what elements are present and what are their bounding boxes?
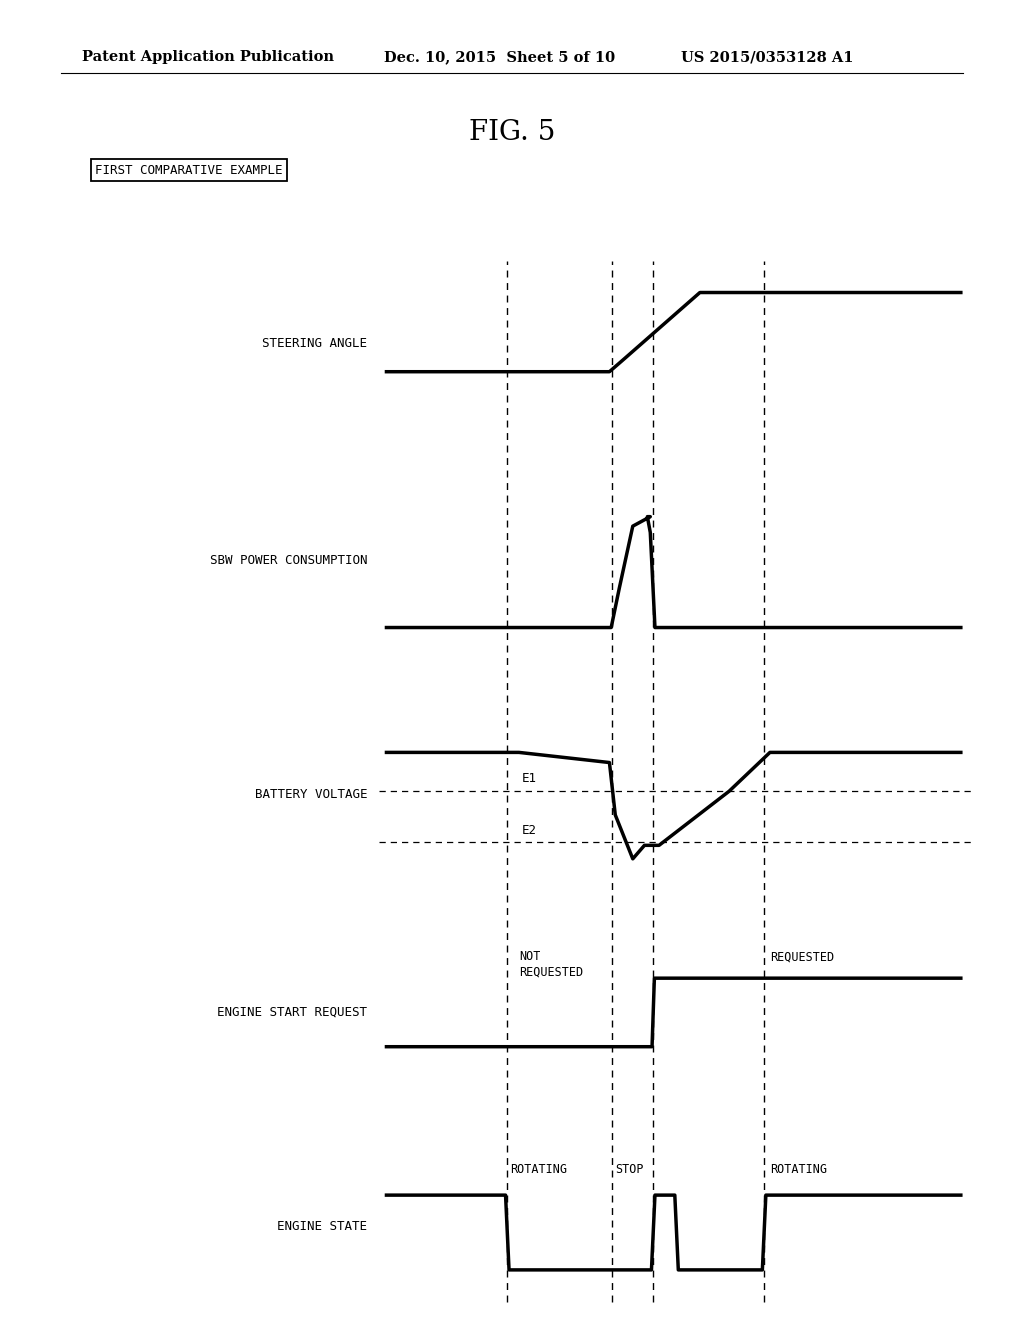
Text: ENGINE STATE: ENGINE STATE: [278, 1220, 368, 1233]
Text: ENGINE START REQUEST: ENGINE START REQUEST: [217, 1006, 368, 1019]
Text: E2: E2: [522, 824, 537, 837]
Text: FIRST COMPARATIVE EXAMPLE: FIRST COMPARATIVE EXAMPLE: [95, 164, 283, 177]
Text: STEERING ANGLE: STEERING ANGLE: [262, 337, 368, 350]
Text: SBW POWER CONSUMPTION: SBW POWER CONSUMPTION: [210, 554, 368, 568]
Text: REQUESTED: REQUESTED: [770, 950, 835, 964]
Text: Patent Application Publication: Patent Application Publication: [82, 50, 334, 65]
Text: STOP: STOP: [615, 1163, 644, 1176]
Text: ROTATING: ROTATING: [770, 1163, 827, 1176]
Text: Dec. 10, 2015  Sheet 5 of 10: Dec. 10, 2015 Sheet 5 of 10: [384, 50, 615, 65]
Text: BATTERY VOLTAGE: BATTERY VOLTAGE: [255, 788, 368, 801]
Text: ROTATING: ROTATING: [510, 1163, 567, 1176]
Text: US 2015/0353128 A1: US 2015/0353128 A1: [681, 50, 853, 65]
Text: E1: E1: [522, 771, 537, 784]
Text: FIG. 5: FIG. 5: [469, 119, 555, 145]
Text: NOT
REQUESTED: NOT REQUESTED: [519, 950, 583, 978]
